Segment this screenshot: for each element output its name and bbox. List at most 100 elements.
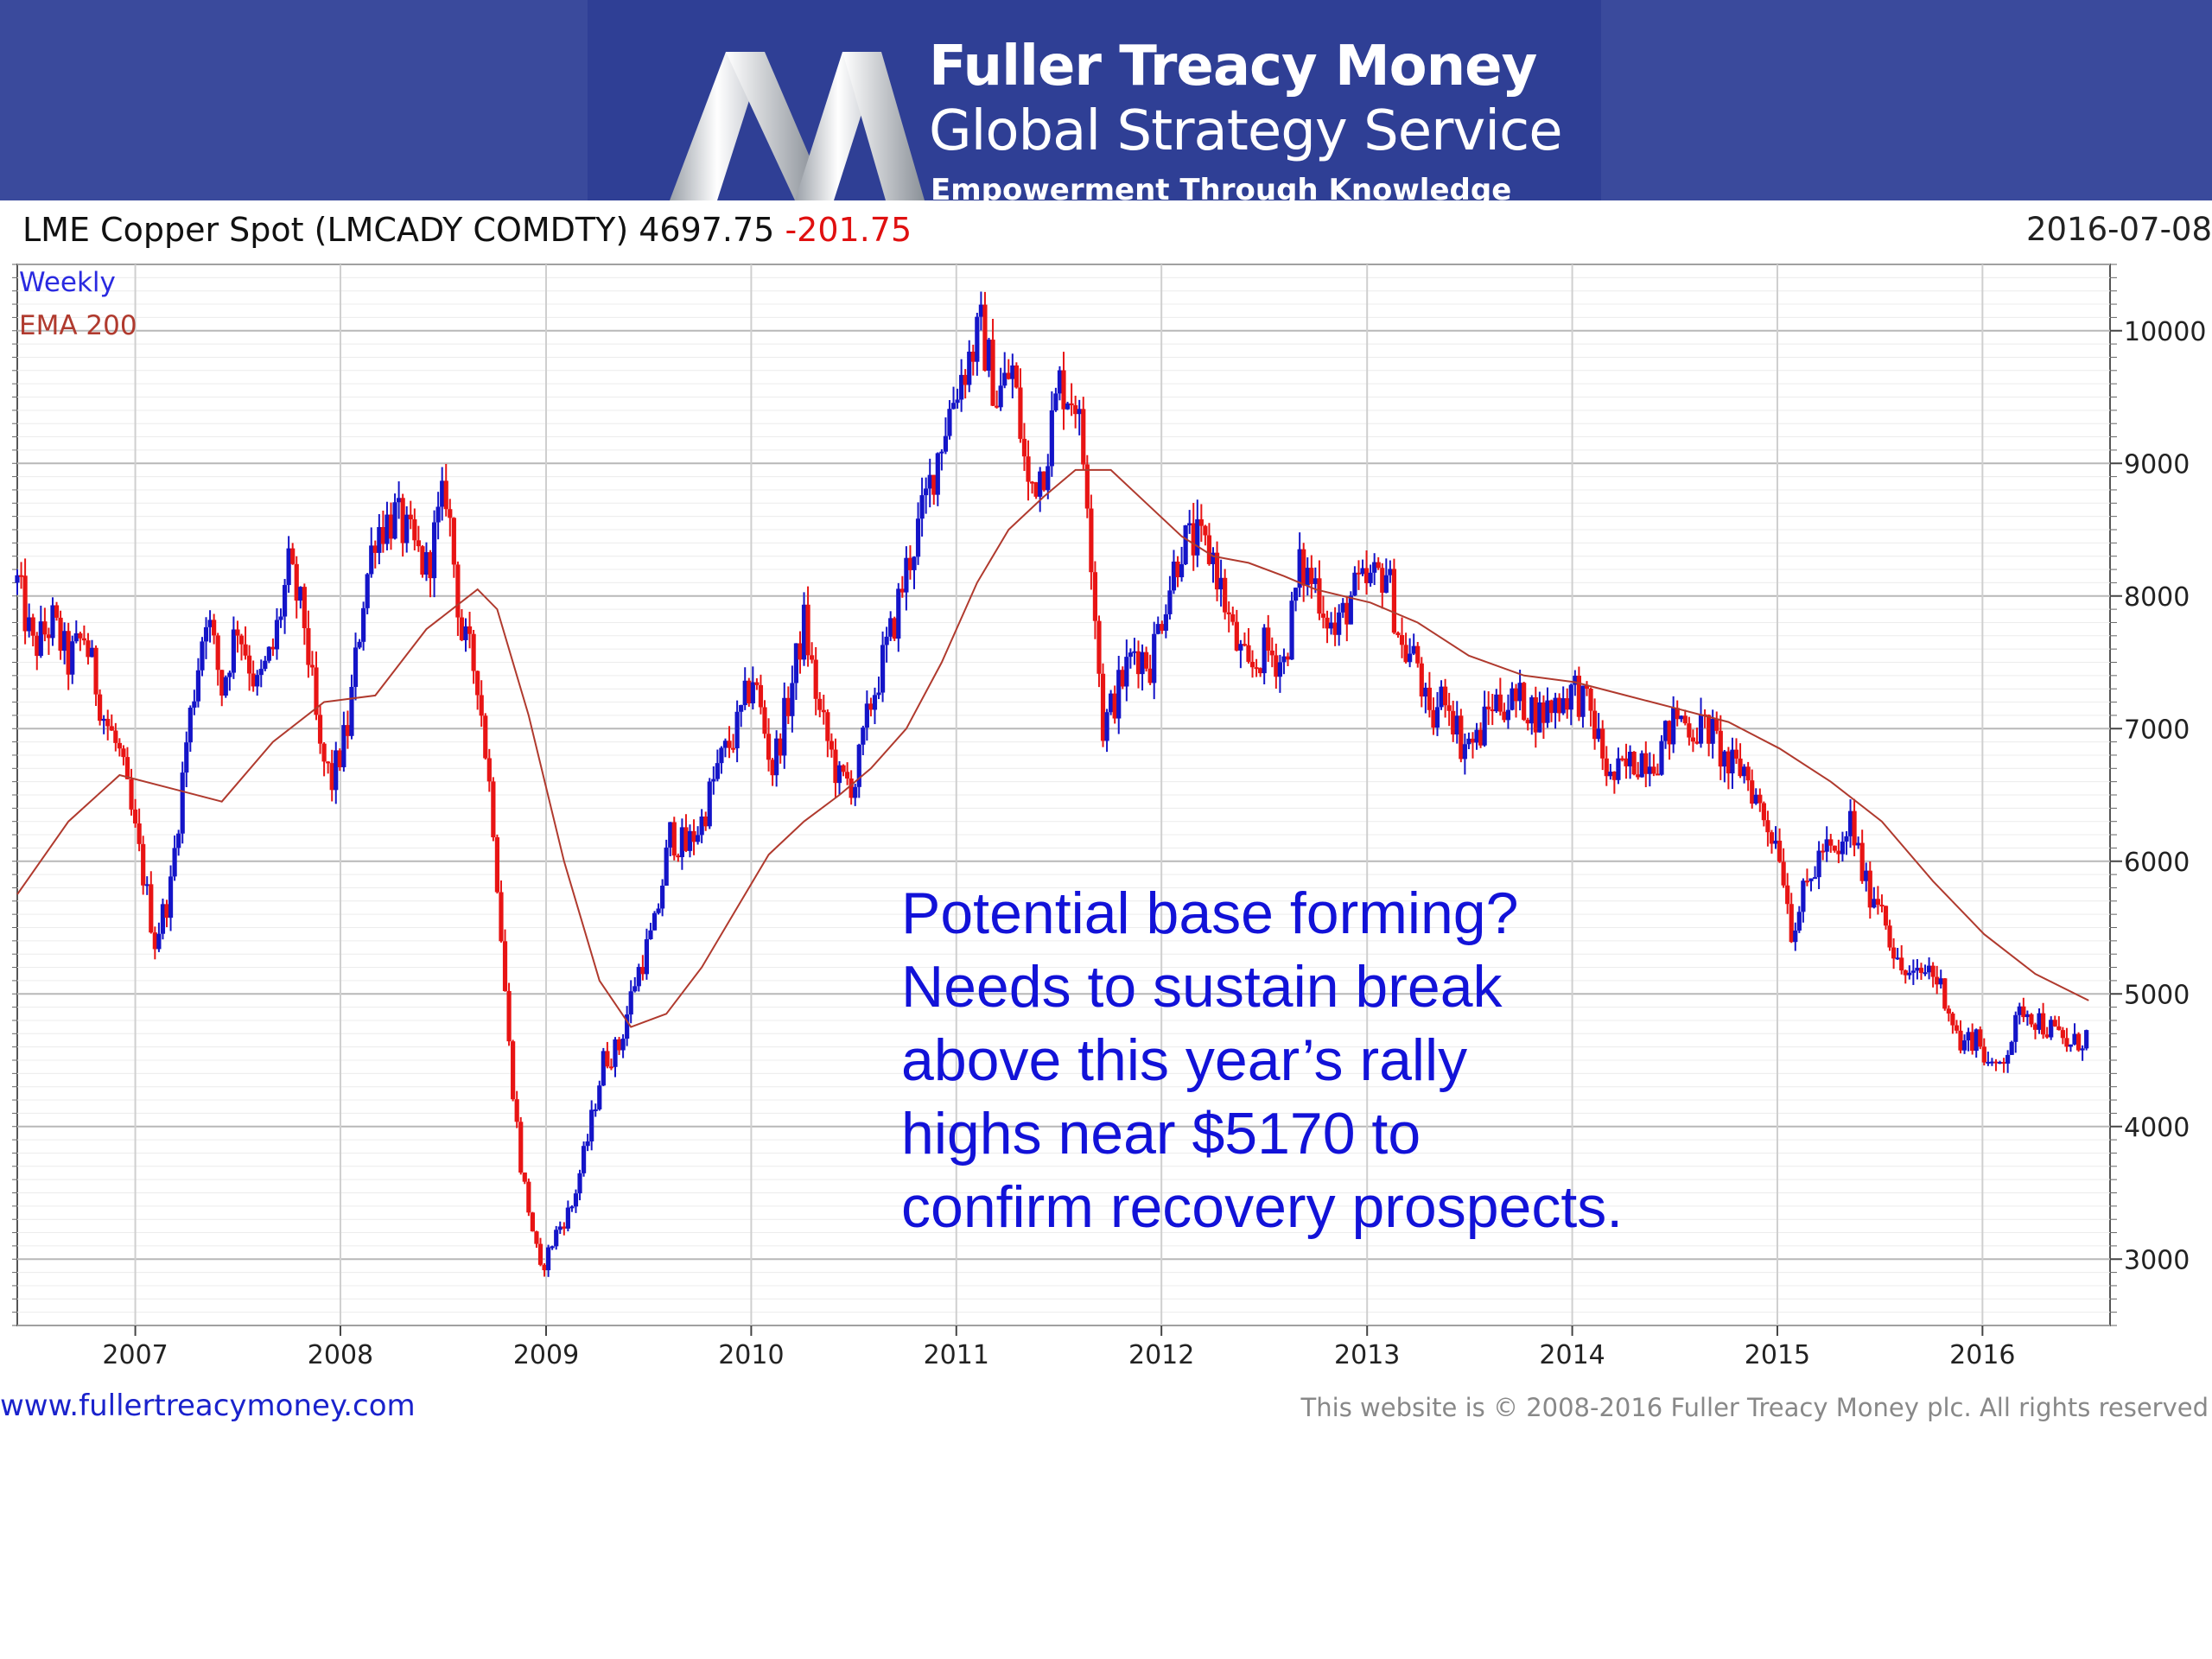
candle-body [243,644,248,656]
candle-body [1796,912,1802,931]
candle-body [707,781,712,827]
site-link[interactable]: www.fullertreacymoney.com [0,1389,416,1423]
candle-body [1419,663,1424,697]
candle-body [912,556,917,570]
chart-annotation: Potential base forming? Needs to sustain… [901,880,1623,1240]
candle-body [2068,1044,2074,1047]
candle-body [1687,723,1692,738]
candle-body [22,575,28,632]
candle-body [1707,715,1712,744]
candle-body [1006,372,1011,379]
candle-body [156,933,162,950]
candle-body [1690,737,1696,742]
candle-body [1120,670,1125,687]
x-tick-label: 2007 [102,1340,168,1370]
candle-body [1124,657,1129,687]
candle-body [1926,965,1932,973]
candle-body [1989,1061,1995,1064]
candle-body [915,518,921,557]
candle-body [66,631,71,675]
candle-body [1183,524,1188,564]
candle-body [2024,1014,2030,1018]
candle-body [1010,365,1015,379]
candle-body [1592,710,1598,740]
candle-body [589,1109,594,1141]
candle-body [1667,721,1672,745]
candle-body [467,626,473,634]
candle-body [475,671,480,696]
candle-body [172,848,177,877]
candle-body [1179,563,1185,578]
candle-body [345,725,351,736]
candle-body [849,778,854,798]
candle-body [423,552,429,575]
candle-body [1277,662,1282,677]
candle-body [1958,1030,1963,1051]
candle-body [1423,687,1428,697]
candle-body [1021,438,1027,457]
candle-body [98,694,103,721]
candle-body [1242,644,1248,646]
candle-body [326,761,331,764]
candle-body [1494,694,1499,712]
candle-body [1726,751,1731,774]
candle-body [1128,652,1133,658]
candle-body [149,884,154,933]
candle-body [1651,766,1656,774]
candle-body [1789,904,1794,943]
candle-body [1852,810,1857,846]
candle-body [1226,612,1231,614]
candle-body [931,474,937,495]
legend-ema: EMA 200 [19,310,137,341]
candle-body [266,646,271,661]
candle-body [597,1085,602,1109]
candle-body [290,548,296,564]
candle-body [334,750,339,791]
candle-body [907,557,913,570]
candle-body [1974,1029,1979,1052]
candle-body [632,986,638,992]
candle-body [1828,839,1834,846]
candle-body [1694,741,1700,744]
y-tick-label: 3000 [2124,1245,2190,1275]
candle-body [805,604,810,656]
candle-body [1029,481,1035,484]
candle-body [1281,656,1287,663]
candle-body [2037,1013,2042,1030]
copyright-notice: This website is © 2008-2016 Fuller Treac… [1300,1393,2209,1422]
candle-body [2080,1048,2085,1051]
candle-body [2029,1014,2034,1025]
candle-body [117,742,122,749]
y-tick-label: 9000 [2124,449,2190,480]
candle-body [1662,721,1669,741]
candle-body [876,692,881,696]
candle-body [1289,601,1294,660]
candle-body [2049,1020,2054,1038]
candle-body [1510,688,1515,710]
candle-body [1915,968,1920,971]
candle-body [1753,794,1758,804]
candle-body [195,670,201,702]
candle-body [668,822,673,848]
candle-body [302,587,307,629]
candle-body [1439,686,1444,708]
candle-body [2005,1054,2011,1064]
candle-body [212,620,217,636]
candle-body [388,514,394,539]
candle-body [1084,464,1090,509]
candle-body [1986,1061,1991,1064]
candle-body [1038,471,1043,497]
candle-body [443,480,448,510]
candle-body [152,932,157,950]
y-axis: 3000 4000 5000 6000 7000 8000 9000 10000 [12,264,2206,1326]
candle-body [137,823,142,844]
candle-body [121,748,126,758]
candle-body [727,741,732,748]
candle-body [766,734,772,760]
candle-body [1560,698,1566,714]
candle-body [1403,645,1408,663]
candle-body [868,703,874,710]
candle-body [2084,1030,2089,1049]
chart-header: LME Copper Spot (LMCADY COMDTY) 4697.75 … [0,204,2212,254]
candle-body [1611,772,1617,780]
